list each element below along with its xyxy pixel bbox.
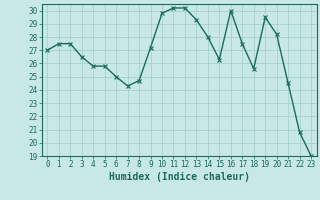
X-axis label: Humidex (Indice chaleur): Humidex (Indice chaleur) <box>109 172 250 182</box>
